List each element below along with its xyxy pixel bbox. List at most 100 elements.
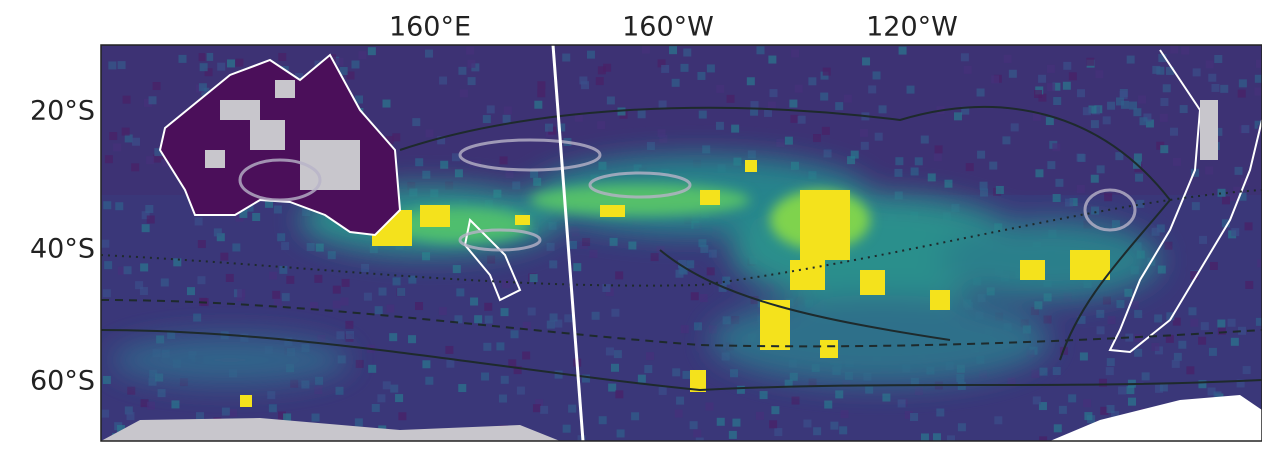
texture-pixel: [547, 321, 555, 329]
texture-pixel: [131, 163, 139, 171]
texture-pixel: [1135, 174, 1143, 182]
texture-pixel: [875, 133, 883, 141]
texture-pixel: [691, 292, 699, 300]
texture-pixel: [468, 77, 476, 85]
texture-pixel: [707, 267, 715, 275]
texture-pixel: [315, 377, 323, 385]
texture-pixel: [126, 412, 134, 420]
texture-pixel: [395, 394, 403, 402]
texture-pixel: [642, 45, 650, 53]
texture-pixel: [1243, 366, 1251, 374]
texture-pixel: [1245, 281, 1253, 289]
texture-pixel: [1235, 167, 1243, 175]
longitude-label: 120°W: [866, 12, 958, 43]
texture-pixel: [1218, 189, 1226, 197]
texture-pixel: [466, 47, 474, 55]
texture-pixel: [1174, 353, 1182, 361]
texture-pixel: [197, 276, 205, 284]
texture-pixel: [661, 65, 669, 73]
texture-pixel: [658, 129, 666, 137]
texture-pixel: [683, 49, 691, 57]
texture-pixel: [977, 89, 985, 97]
texture-pixel: [681, 64, 689, 72]
texture-pixel: [980, 182, 988, 190]
texture-pixel: [1034, 301, 1042, 309]
texture-pixel: [659, 100, 667, 108]
texture-pixel: [933, 433, 941, 441]
texture-pixel: [1127, 56, 1135, 64]
texture-pixel: [1107, 102, 1115, 110]
texture-pixel: [732, 419, 740, 427]
texture-pixel: [397, 288, 405, 296]
texture-pixel: [426, 129, 434, 137]
texture-pixel: [1178, 341, 1186, 349]
texture-pixel: [769, 89, 777, 97]
texture-pixel: [1106, 405, 1114, 413]
texture-pixel: [335, 58, 343, 66]
texture-pixel: [550, 313, 558, 321]
texture-pixel: [1112, 220, 1120, 228]
map-figure: 160°E 160°W 120°W 20°S 40°S 60°S: [0, 0, 1262, 446]
texture-pixel: [217, 63, 225, 71]
texture-pixel: [614, 350, 622, 358]
texture-pixel: [1053, 97, 1061, 105]
texture-pixel: [1053, 194, 1061, 202]
texture-pixel: [1084, 412, 1092, 420]
texture-pixel: [537, 81, 545, 89]
texture-pixel: [142, 224, 150, 232]
texture-pixel: [1039, 368, 1047, 376]
texture-pixel: [104, 261, 112, 269]
texture-pixel: [1086, 58, 1094, 66]
texture-pixel: [314, 275, 322, 283]
texture-pixel: [356, 360, 364, 368]
texture-pixel: [861, 142, 869, 150]
texture-pixel: [415, 302, 423, 310]
texture-pixel: [700, 294, 708, 302]
latitude-label: 20°S: [30, 96, 95, 127]
texture-pixel: [425, 50, 433, 58]
texture-pixel: [109, 132, 117, 140]
texture-pixel: [103, 201, 111, 209]
texture-pixel: [1181, 47, 1189, 55]
texture-pixel: [517, 387, 525, 395]
texture-pixel: [1046, 117, 1054, 125]
texture-pixel: [1134, 310, 1142, 318]
texture-pixel: [1038, 75, 1046, 83]
texture-pixel: [699, 111, 707, 119]
texture-pixel: [481, 373, 489, 381]
texture-pixel: [1091, 120, 1099, 128]
texture-pixel: [545, 124, 553, 132]
texture-pixel: [301, 381, 309, 389]
texture-pixel: [564, 314, 572, 322]
texture-pixel: [1069, 72, 1077, 80]
texture-pixel: [528, 307, 536, 315]
texture-pixel: [731, 125, 739, 133]
texture-pixel: [1134, 349, 1142, 357]
texture-pixel: [934, 153, 942, 161]
texture-pixel: [408, 335, 416, 343]
texture-pixel: [651, 253, 659, 261]
texture-pixel: [1164, 242, 1172, 250]
texture-pixel: [597, 121, 605, 129]
texture-pixel: [115, 202, 123, 210]
texture-pixel: [193, 314, 201, 322]
texture-pixel: [158, 389, 166, 397]
texture-pixel: [835, 102, 843, 110]
texture-pixel: [1163, 84, 1171, 92]
texture-pixel: [822, 127, 830, 135]
texture-pixel: [555, 371, 563, 379]
texture-pixel: [915, 387, 923, 395]
texture-pixel: [602, 284, 610, 292]
texture-pixel: [1256, 318, 1262, 326]
texture-pixel: [118, 61, 126, 69]
texture-pixel: [379, 288, 387, 296]
texture-pixel: [460, 89, 468, 97]
texture-pixel: [355, 418, 363, 426]
texture-pixel: [1078, 154, 1086, 162]
texture-pixel: [377, 394, 385, 402]
texture-pixel: [336, 331, 344, 339]
texture-pixel: [173, 258, 181, 266]
texture-pixel: [503, 115, 511, 123]
texture-pixel: [1245, 222, 1253, 230]
texture-pixel: [791, 397, 799, 405]
